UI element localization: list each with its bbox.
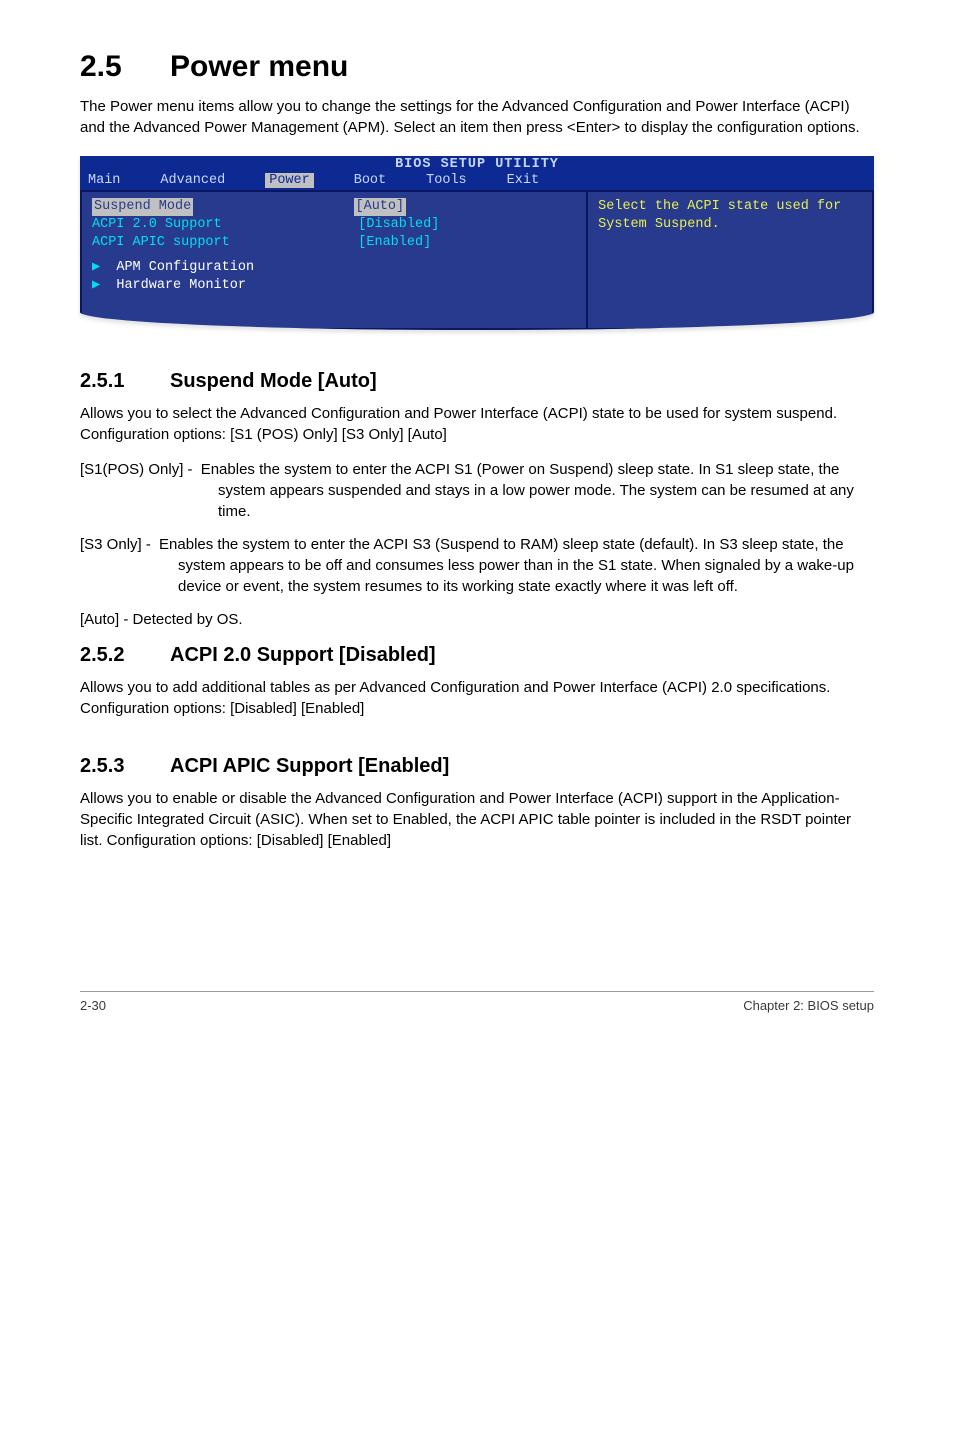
definition-desc: Enables the system to enter the ACPI S3 … [155,536,854,595]
bios-item-acpi-apic: ACPI APIC support [Enabled] [92,234,576,252]
definition-s1pos: [S1(POS) Only] - Enables the system to e… [80,459,874,522]
definition-term: [S1(POS) Only] - [80,461,197,478]
bios-title: BIOS SETUP UTILITY [80,156,874,173]
page-footer: 2-30 Chapter 2: BIOS setup [80,991,874,1013]
bios-item-value: [Enabled] [358,234,576,252]
triangle-right-icon: ▶ [92,278,116,293]
section-number: 2.5.2 [80,644,170,667]
intro-paragraph: The Power menu items allow you to change… [80,96,874,138]
page-heading: 2.5Power menu [80,50,874,84]
bios-item-acpi20: ACPI 2.0 Support [Disabled] [92,216,576,234]
section-number: 2.5.3 [80,755,170,778]
bios-item-label: Suspend Mode [92,198,193,216]
definition-auto: [Auto] - Detected by OS. [80,609,874,630]
triangle-right-icon: ▶ [92,260,116,275]
definition-desc: Detected by OS. [133,611,243,628]
bios-left-panel: Suspend Mode [Auto] ACPI 2.0 Support [Di… [80,190,588,330]
footer-chapter: Chapter 2: BIOS setup [743,998,874,1013]
definition-desc: Enables the system to enter the ACPI S1 … [197,461,854,520]
section-heading-253: 2.5.3ACPI APIC Support [Enabled] [80,755,874,778]
bios-subitem-hwmon: ▶ Hardware Monitor [92,277,576,295]
bios-screenshot: BIOS SETUP UTILITY Main Advanced Power B… [80,156,874,330]
bios-tab-tools: Tools [426,173,485,188]
bios-item-label: ACPI APIC support [92,234,358,252]
bios-subitem-label: APM Configuration [116,260,254,275]
bios-tab-exit: Exit [507,173,557,188]
section-title: Suspend Mode [Auto] [170,370,377,392]
section-title: ACPI 2.0 Support [Disabled] [170,644,436,666]
bios-item-suspend-mode: Suspend Mode [Auto] [92,198,576,216]
heading-title: Power menu [170,50,348,83]
bios-body: Suspend Mode [Auto] ACPI 2.0 Support [Di… [80,190,874,330]
section-para: Allows you to select the Advanced Config… [80,403,874,445]
bios-tab-advanced: Advanced [160,173,243,188]
bios-help-text: Select the ACPI state used for System Su… [598,198,862,233]
section-para: Allows you to add additional tables as p… [80,677,874,719]
section-number: 2.5.1 [80,370,170,393]
bios-tab-row: Main Advanced Power Boot Tools Exit [80,173,874,190]
definition-term: [S3 Only] - [80,536,155,553]
bios-item-value: [Disabled] [358,216,576,234]
bios-item-label: ACPI 2.0 Support [92,216,358,234]
section-para: Allows you to enable or disable the Adva… [80,788,874,851]
heading-number: 2.5 [80,50,170,84]
bios-help-panel: Select the ACPI state used for System Su… [588,190,874,330]
bios-tab-boot: Boot [354,173,404,188]
bios-tab-main: Main [88,173,138,188]
bios-item-value: [Auto] [354,198,407,216]
bios-tab-power: Power [265,173,314,188]
definition-term: [Auto] - [80,611,133,628]
definition-s3only: [S3 Only] - Enables the system to enter … [80,534,874,597]
section-heading-252: 2.5.2ACPI 2.0 Support [Disabled] [80,644,874,667]
footer-page-number: 2-30 [80,998,106,1013]
section-heading-251: 2.5.1Suspend Mode [Auto] [80,370,874,393]
section-title: ACPI APIC Support [Enabled] [170,755,449,777]
bios-subitem-label: Hardware Monitor [116,278,246,293]
bios-subitem-apm: ▶ APM Configuration [92,259,576,277]
